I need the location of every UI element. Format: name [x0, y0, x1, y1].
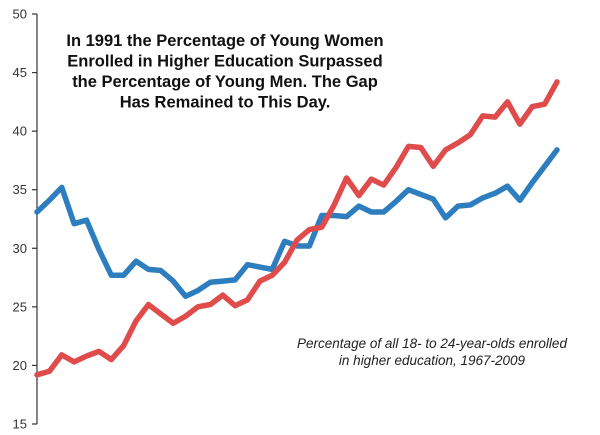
y-axis: 15 20 25 30 35 40 45 50: [13, 7, 38, 432]
y-tick-label: 30: [13, 241, 27, 256]
y-tick-label: 35: [13, 182, 27, 197]
chart-title-line: Enrolled in Higher Education Surpassed: [67, 53, 382, 71]
y-tick-label: 15: [13, 417, 27, 432]
chart-annotation: Percentage of all 18- to 24-year-olds en…: [297, 336, 567, 368]
chart-annotation-line: in higher education, 1967-2009: [339, 353, 526, 368]
chart-title-line: Has Remained to This Day.: [120, 94, 331, 112]
y-tick-label: 20: [13, 358, 27, 373]
y-tick-label: 50: [13, 7, 27, 22]
y-tick-label: 45: [13, 65, 27, 80]
chart-title: In 1991 the Percentage of Young Women Enr…: [66, 32, 383, 112]
y-tick-label: 25: [13, 299, 27, 314]
chart-annotation-line: Percentage of all 18- to 24-year-olds en…: [297, 336, 567, 351]
series-lines: [34, 79, 560, 378]
chart-title-line: the Percentage of Young Men. The Gap: [72, 73, 378, 91]
series-line-2: [34, 79, 560, 378]
y-tick-label: 40: [13, 124, 27, 139]
chart-title-line: In 1991 the Percentage of Young Women: [66, 32, 383, 50]
series-line-1: [34, 147, 560, 300]
